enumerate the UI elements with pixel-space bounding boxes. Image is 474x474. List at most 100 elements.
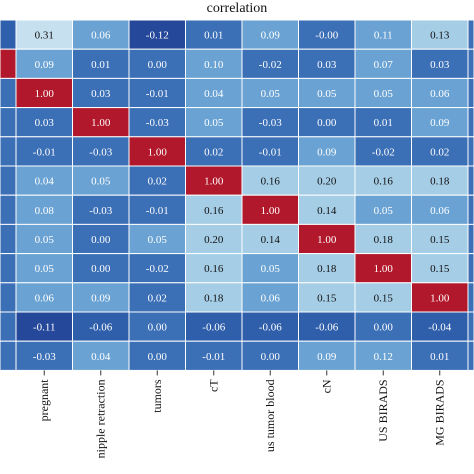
x-tick-label: cT [207,379,221,392]
heatmap-cell-label: -0.04 [428,322,451,334]
heatmap-cell-partial-right [467,340,474,371]
heatmap-cell-partial-right [467,107,474,138]
heatmap-cell-label: 0.06 [91,30,111,42]
heatmap-cell-label: 0.01 [430,351,449,363]
heatmap-cell-label: 0.00 [374,322,394,334]
heatmap-cell-label: 0.18 [374,234,394,246]
heatmap-cell [15,165,73,196]
heatmap-cell-label: 1.00 [35,88,55,100]
heatmap-cell-label: 0.04 [204,88,224,100]
heatmap-cell [128,194,186,225]
heatmap-cell-label: -0.03 [89,146,112,158]
heatmap-cell-label: 0.13 [430,30,450,42]
heatmap-cell-label: -0.06 [202,322,225,334]
heatmap-cell [354,136,412,167]
heatmap-cell [298,340,356,371]
x-tick-label: US BIRADS [376,379,390,441]
heatmap-cell-label: 0.05 [35,234,55,246]
heatmap-cell [241,311,299,342]
heatmap-cell [128,48,186,79]
heatmap-cell-label: 0.11 [374,30,393,42]
heatmap-cell-partial-left [0,19,17,50]
heatmap-cell-label: -0.00 [315,30,338,42]
heatmap-cell-label: -0.01 [259,146,282,158]
x-tick-label: MG BIRADS [433,379,447,445]
heatmap-cell-label: 0.06 [430,88,450,100]
heatmap-cell-label: 0.12 [374,351,393,363]
heatmap-cell-partial-right [467,223,474,255]
heatmap-cell-label: 0.03 [91,88,111,100]
heatmap-cell-label: -0.12 [146,30,169,42]
heatmap-cell [411,107,469,138]
heatmap-cell-partial-left [0,223,17,255]
heatmap-cell [354,107,412,138]
heatmap-cell-label: 0.16 [204,263,224,275]
heatmap-cell-label: -0.01 [146,205,169,217]
heatmap-cell-partial-right [467,48,474,79]
heatmap-cell [411,223,469,255]
heatmap-cell [72,136,130,167]
heatmap-cell-label: 0.00 [148,351,168,363]
heatmap-cell [298,223,356,255]
x-tick-label: pregnant [37,379,51,422]
heatmap-cell-label: 0.31 [35,30,54,42]
heatmap-cell [185,136,243,167]
heatmap-cell-partial-left [0,77,17,109]
heatmap-cell [185,107,243,138]
heatmap-cell-label: -0.06 [89,322,112,334]
heatmap-cell-label: 0.03 [317,59,337,71]
heatmap-cell-label: 0.16 [374,176,394,188]
heatmap-cell [411,165,469,196]
heatmap-cell-label: -0.03 [146,117,169,129]
heatmap-cell [185,194,243,225]
heatmap-cell-label: 0.05 [317,88,337,100]
heatmap-cell-label: 0.10 [204,59,224,71]
heatmap-cell [72,77,130,109]
heatmap-cell-label: 0.18 [317,263,337,275]
heatmap-cell-label: 0.00 [91,263,111,275]
heatmap-cell [354,194,412,225]
heatmap-cell-label: 0.06 [261,292,281,304]
heatmap-cell-label: 0.03 [35,117,55,129]
heatmap-cell [411,77,469,109]
heatmap-cell-label: 0.05 [261,88,281,100]
heatmap-cell-label: 0.16 [261,176,281,188]
heatmap-cell-label: -0.02 [146,263,169,275]
heatmap-cell [72,165,130,196]
heatmap-cell-label: 0.01 [91,59,110,71]
heatmap-cell-label: 0.09 [35,59,55,71]
heatmap-cell [411,19,469,50]
heatmap-cell-label: 0.01 [204,30,223,42]
x-tick-label: nipple retraction [94,379,108,458]
heatmap-cell-label: 0.03 [430,59,450,71]
heatmap-cell [241,136,299,167]
heatmap-cell-label: 0.01 [374,117,393,129]
heatmap-cell-label: 0.04 [91,351,111,363]
heatmap-cell [354,48,412,79]
heatmap-cell-partial-right [467,194,474,225]
heatmap-cell-partial-left [0,194,17,225]
heatmap-cell-label: -0.11 [33,322,56,334]
heatmap-cell-label: 1.00 [317,234,337,246]
heatmap-cell-label: 0.05 [261,263,281,275]
heatmap-cell [241,282,299,313]
heatmap-cell [411,194,469,225]
heatmap-cell-label: 0.09 [317,351,337,363]
heatmap-cell-partial-right [467,311,474,342]
heatmap-cell [298,194,356,225]
heatmap-cell-label: 0.05 [374,88,394,100]
x-tick-label: tumors [150,379,164,413]
heatmap-cell-label: -0.01 [202,351,225,363]
heatmap-cell-label: 0.06 [35,292,55,304]
heatmap-cell-label: 0.09 [261,30,281,42]
heatmap-cell [241,194,299,225]
heatmap-cell [411,282,469,313]
heatmap-cell [354,19,412,50]
heatmap-cell-label: 0.18 [204,292,224,304]
heatmap-cell-partial-right [467,77,474,109]
heatmap-cell [241,107,299,138]
heatmap-cell-label: 0.20 [204,234,224,246]
heatmap-cell-label: 0.00 [148,322,168,334]
heatmap-cell-label: 0.15 [374,292,394,304]
